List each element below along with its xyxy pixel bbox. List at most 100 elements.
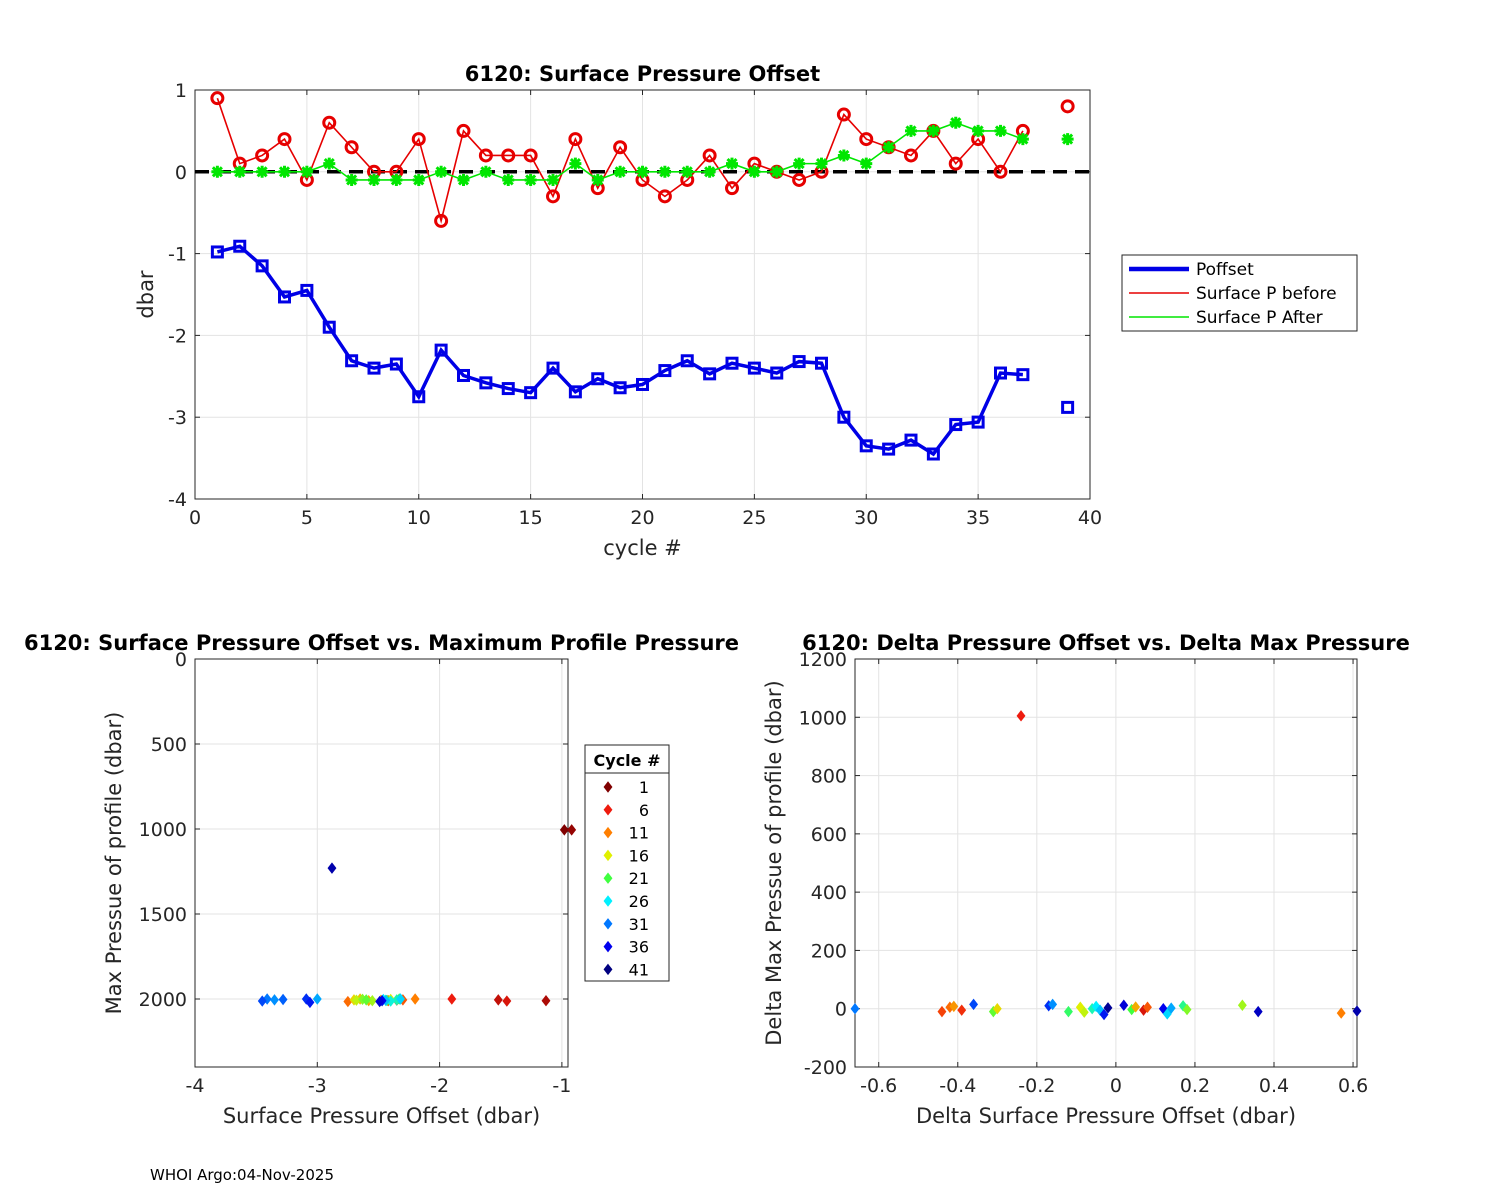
c1-point [948,156,963,171]
c2-point [305,996,315,1009]
c2-legend-marker [603,804,613,816]
c1-point [501,148,516,163]
c2-xtick-label: -2 [430,1075,449,1097]
c3-point [1119,999,1129,1011]
c1-point [815,157,828,170]
c1-point [323,157,336,170]
c2-legend-marker [603,963,613,976]
c3-point [1182,1003,1192,1016]
c3-point [1166,1002,1176,1014]
c1-ytick-label: 0 [175,162,187,184]
c2-legend-label: 31 [629,915,649,934]
c3-xlabel: Delta Surface Pressure Offset (dbar) [916,1104,1296,1128]
c3-xtick-label: 0.4 [1259,1075,1289,1097]
c2-point [327,862,337,874]
c1-point [904,148,918,163]
c2-xlabel: Surface Pressure Offset (dbar) [223,1104,540,1128]
c1-point [613,140,628,155]
c1-ytick-label: -2 [168,325,187,347]
c1-axes: 0 5 10 15 20 25 30 35 40 -4 -3 -2 -1 0 1 6120: Surface … [134,62,1102,560]
c1-point [680,354,694,368]
footer-text: WHOI Argo:04-Nov-2025 [150,1166,334,1184]
c1-point [300,165,313,178]
c3-point [992,1002,1002,1015]
c2-point [257,995,267,1007]
c2-point [301,993,311,1005]
c1-point [278,290,291,304]
c3-xtick-label: -0.6 [860,1075,897,1097]
c1-point [748,165,761,178]
c2-ylabel: Max Pressue of profile (dbar) [102,712,126,1015]
c2-legend-marker [603,895,613,907]
c2-legend-title: Cycle # [594,751,661,770]
c1-xtick-label: 35 [966,507,990,529]
c3-frame [854,658,1358,1068]
c1-point [770,366,784,380]
c1-point [568,132,583,147]
c1-point [1061,400,1075,414]
c3-plot-area [855,659,1357,1067]
c1-ytick-label: -4 [168,489,187,511]
c3-ytick-label: 200 [811,940,847,962]
c2-ytick-label: 2000 [139,989,187,1011]
c2-xtick-label: -4 [186,1075,205,1097]
c1-title: 6120: Surface Pressure Offset [465,62,820,86]
c2-legend-marker [603,849,613,862]
c1-point [411,132,426,147]
c3-point [1103,1002,1113,1014]
c2-point [375,995,385,1008]
c1-point [591,372,605,386]
c1-point [949,116,962,129]
c3-point [1048,998,1058,1011]
c1-point [815,356,828,370]
c2-ytick-label: 0 [175,649,187,671]
c1-point [345,354,359,368]
c3-point [1178,1000,1188,1012]
c2-xtick-label: -1 [552,1075,571,1097]
c2-legend-marker [603,940,613,953]
c1-point [434,343,448,357]
c1-point [926,447,940,461]
c1-point [882,141,895,154]
c3-point [850,1002,860,1015]
c2-points [257,824,577,1009]
c1-point [725,181,739,196]
c1-xlabel: cycle # [603,536,682,560]
c1-point [837,149,850,162]
c1-point [233,165,246,178]
c1-point [278,165,291,178]
c1-point [457,368,470,382]
c2-point [396,993,405,1005]
c2-legend-label: 1 [639,778,649,797]
c1-point [569,157,582,170]
c1-point [905,124,917,137]
c1-point [994,366,1007,380]
c2-point [278,993,288,1006]
c1-point [971,415,985,429]
c1-point [681,165,694,178]
c1-point [322,115,337,130]
c2-point [361,994,371,1006]
c3-xtick-label: -0.2 [1018,1075,1055,1097]
c3-point [1079,1006,1089,1018]
c1-point [882,442,896,456]
c3-ytick-label: 1000 [799,707,847,729]
c3-ylabel: Delta Max Pressue of profile (dbar) [762,680,786,1045]
c1-point [972,124,985,137]
c3-ytick-label: 800 [811,766,847,788]
c1-point [390,173,403,186]
c1-legend-label: Poffset [1196,260,1254,280]
c2-point [502,995,512,1007]
c1-point [479,376,493,390]
c1-point [502,173,515,186]
c1-point [904,433,918,447]
c2-plot-area [195,659,568,1067]
c1-point [836,107,851,122]
c2-legend-marker [603,918,613,930]
c1-point [859,132,874,147]
c3-point [1253,1005,1263,1018]
c1-point [658,165,671,178]
c2-point [410,993,420,1005]
c1-xtick-label: 25 [742,507,766,529]
c1-point [255,148,270,163]
